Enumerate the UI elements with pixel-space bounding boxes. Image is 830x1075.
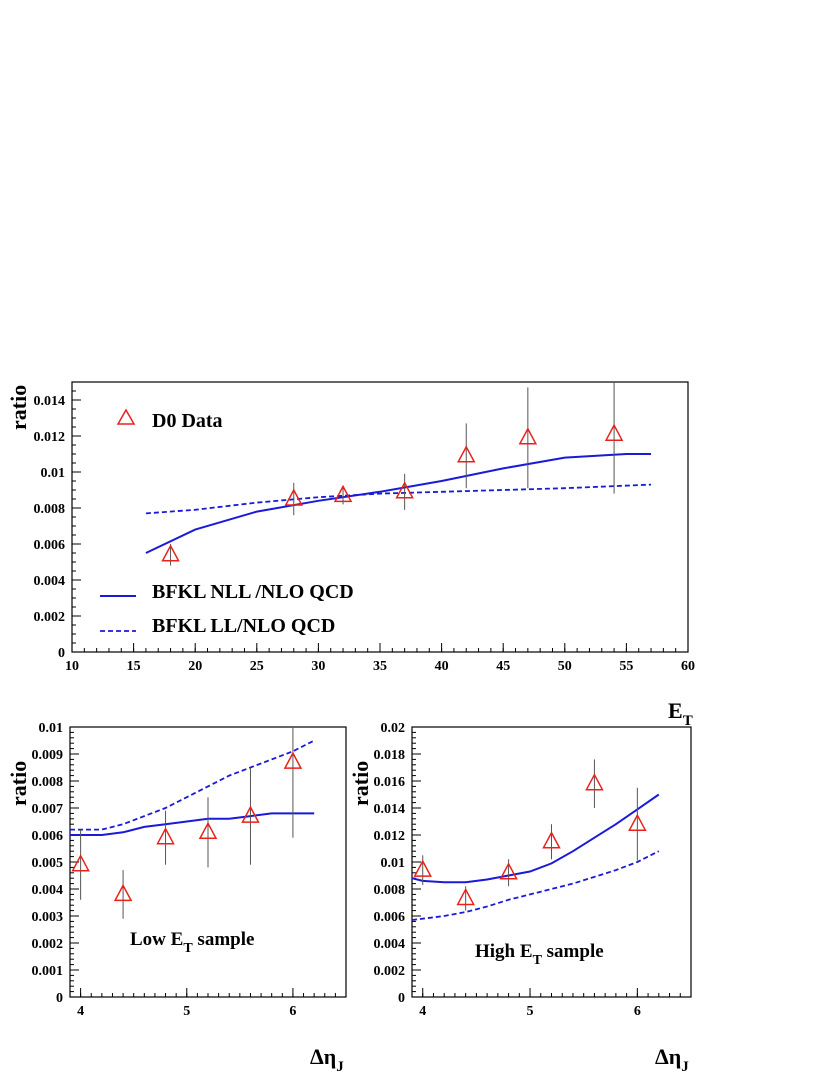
data-point	[456, 887, 475, 906]
data-point	[71, 854, 90, 872]
legend: D0 Data BFKL NLL /NLO QCD BFKL LL/NLO QC…	[100, 408, 354, 637]
x-tick-label: 5	[527, 1004, 534, 1019]
legend-ll-label: BFKL LL/NLO QCD	[152, 615, 335, 637]
x-tick-label: 30	[311, 659, 325, 674]
data-point	[161, 544, 180, 562]
top-x-axis-label: ET	[668, 698, 693, 729]
y-tick-label: 0.004	[32, 883, 64, 898]
x-tick-label: 6	[289, 1004, 296, 1019]
y-tick-label: 0.006	[32, 829, 64, 844]
x-tick-label: 50	[558, 659, 572, 674]
y-tick-label: 0.016	[374, 775, 406, 790]
panel-low-et: 4 5 6 0 0.001 0.002 0.003 0.004 0.005 0.006 0.007 0…	[32, 721, 347, 1019]
y-tick-label: 0.012	[34, 430, 66, 445]
high-y-axis-label: ratio	[348, 761, 373, 806]
x-tick-label: 35	[373, 659, 387, 674]
y-tick-label: 0.01	[39, 721, 64, 736]
nll-curve	[411, 793, 660, 884]
x-tick-label: 4	[77, 1004, 84, 1019]
y-tick-label: 0	[398, 991, 405, 1006]
y-tick-label: 0.008	[32, 775, 64, 790]
ll-curve	[411, 850, 660, 921]
y-tick-label: 0.002	[374, 964, 406, 979]
ll-curve	[70, 739, 315, 831]
high-sample-annotation: High ET sample	[475, 941, 604, 968]
y-tick-label: 0.007	[32, 802, 64, 817]
y-tick-label: 0.004	[374, 937, 406, 952]
low-sample-annotation: Low ET sample	[130, 929, 254, 956]
legend-data-label: D0 Data	[152, 410, 223, 432]
y-tick-label: 0	[58, 646, 65, 661]
data-point	[413, 859, 432, 877]
data-point	[284, 488, 304, 506]
legend-triangle-marker	[116, 408, 136, 425]
low-y-axis-label: ratio	[6, 761, 31, 806]
data-point	[456, 445, 476, 463]
y-tick-label: 0.014	[374, 802, 406, 817]
data-point	[395, 481, 414, 499]
data-point	[198, 821, 218, 840]
nll-curve	[145, 453, 651, 554]
x-tick-label: 4	[419, 1004, 426, 1019]
data-point	[585, 773, 604, 791]
top-y-axis-label: ratio	[6, 385, 31, 430]
x-tick-label: 25	[250, 659, 264, 674]
data-point	[542, 831, 561, 849]
data-point	[156, 827, 175, 845]
y-tick-label: 0.02	[381, 721, 406, 736]
x-tick-label: 45	[496, 659, 510, 674]
data-point	[283, 751, 303, 769]
y-tick-label: 0.012	[374, 829, 406, 844]
y-tick-label: 0	[56, 991, 63, 1006]
y-tick-label: 0.006	[374, 910, 406, 925]
y-tick-label: 0.006	[34, 538, 66, 553]
nll-curve	[70, 812, 315, 836]
y-tick-label: 0.01	[41, 466, 66, 481]
y-tick-label: 0.002	[32, 937, 64, 952]
panel-et: 10 15 20 25 30 35 40 45 50 55 60 0 0.002 0.004 0.006 0.…	[34, 381, 695, 674]
y-tick-label: 0.009	[32, 748, 64, 763]
ll-curve	[145, 483, 652, 515]
y-tick-label: 0.001	[32, 964, 64, 979]
x-tick-label: 60	[681, 659, 695, 674]
data-point	[518, 427, 538, 445]
data-point	[241, 805, 260, 823]
panel-high-et: 4 5 6 0 0.002 0.004 0.006 0.008 0.01 0.012 0.014 0.…	[374, 721, 692, 1019]
y-tick-label: 0.008	[374, 883, 406, 898]
data-point	[333, 484, 353, 503]
data-point	[499, 862, 518, 880]
x-tick-label: 6	[634, 1004, 641, 1019]
x-tick-label: 5	[183, 1004, 190, 1019]
y-tick-label: 0.014	[34, 394, 66, 409]
y-tick-label: 0.002	[34, 610, 66, 625]
x-tick-label: 20	[188, 659, 202, 674]
high-x-axis-label: ΔηJ	[655, 1044, 689, 1075]
low-x-axis-label: ΔηJ	[310, 1044, 344, 1075]
x-tick-label: 40	[435, 659, 449, 674]
y-tick-label: 0.004	[34, 574, 66, 589]
y-tick-label: 0.003	[32, 910, 64, 925]
y-tick-label: 0.008	[34, 502, 66, 517]
data-point	[628, 813, 647, 831]
x-tick-label: 15	[127, 659, 141, 674]
data-point	[604, 423, 624, 441]
y-tick-label: 0.018	[374, 748, 406, 763]
y-tick-label: 0.005	[32, 856, 64, 871]
x-tick-label: 10	[65, 659, 79, 674]
data-point	[113, 883, 133, 902]
legend-nll-label: BFKL NLL /NLO QCD	[152, 581, 354, 603]
x-tick-label: 55	[619, 659, 633, 674]
y-tick-label: 0.01	[381, 856, 406, 871]
